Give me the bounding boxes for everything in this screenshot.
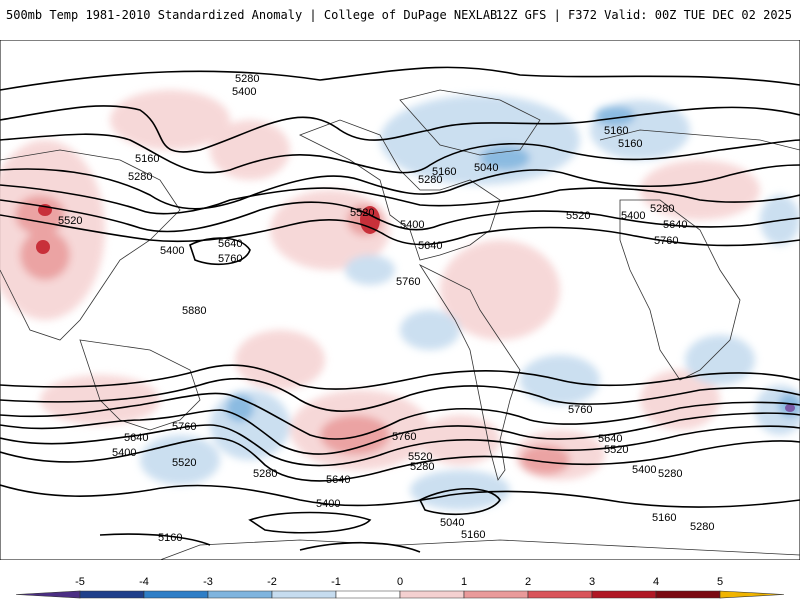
contour-label: 5640 [124, 432, 148, 444]
colorbar-segment [591, 590, 657, 599]
colorbar-tick-label: -5 [75, 576, 85, 588]
colorbar-tick-label: -1 [331, 576, 341, 588]
contour-label: 5280 [690, 521, 714, 533]
colorbar-segment [527, 590, 593, 599]
contour-label: 5400 [621, 210, 645, 222]
anomaly-colorbar: -5 -4 -3 -2 -1 0 1 2 3 4 5 [15, 576, 785, 599]
contour-label: 5400 [400, 219, 424, 231]
contour-label: 5520 [350, 207, 374, 219]
contour-label: 5160 [618, 138, 642, 150]
contour-label: 5280 [235, 73, 259, 85]
colorbar-tick-label: 1 [461, 576, 467, 588]
colorbar-tick-label: -2 [267, 576, 277, 588]
contour-label: 5160 [158, 532, 182, 544]
colorbar-segment [719, 590, 785, 599]
colorbar-tick-label: 3 [589, 576, 595, 588]
model-valid-time: 12Z GFS | F372 Valid: 00Z TUE DEC 02 202… [495, 8, 792, 22]
header-bar: 500mb Temp 1981-2010 Standardized Anomal… [0, 0, 800, 40]
contour-label: 5400 [316, 498, 340, 510]
map-title: 500mb Temp 1981-2010 Standardized Anomal… [6, 8, 498, 22]
contour-label: 5280 [410, 461, 434, 473]
contour-label: 5640 [598, 433, 622, 445]
contour-label: 5280 [128, 171, 152, 183]
contour-label: 5640 [663, 219, 687, 231]
colorbar-segment [655, 590, 721, 599]
contour-labels: 5280 5400 5160 5280 5520 5400 5640 5760 … [58, 73, 714, 544]
colorbar-segment [79, 590, 145, 599]
colorbar-tick-label: 5 [717, 576, 723, 588]
colorbar-segment [143, 590, 209, 599]
contour-label: 5160 [461, 529, 485, 541]
contour-label: 5280 [658, 468, 682, 480]
contour-label: 5640 [326, 474, 350, 486]
contour-label: 5760 [568, 404, 592, 416]
coastlines [0, 89, 800, 560]
colorbar-segment [271, 590, 337, 599]
colorbar-tick-label: 4 [653, 576, 659, 588]
contour-label: 5400 [112, 447, 136, 459]
contour-label: 5760 [396, 276, 420, 288]
colorbar-segment [335, 590, 401, 599]
anomaly-map: 5280 5400 5160 5280 5520 5400 5640 5760 … [0, 40, 800, 560]
contour-label: 5280 [650, 203, 674, 215]
contour-label: 5040 [474, 162, 498, 174]
colorbar-tick-label: -4 [139, 576, 149, 588]
colorbar-tick-label: -3 [203, 576, 213, 588]
colorbar-tick-label: 2 [525, 576, 531, 588]
contour-label: 5280 [253, 468, 277, 480]
colorbar-segment [207, 590, 273, 599]
contour-label: 5640 [418, 240, 442, 252]
contour-label: 5760 [172, 421, 196, 433]
contour-label: 5400 [232, 86, 256, 98]
contour-label: 5760 [218, 253, 242, 265]
colorbar-segment [399, 590, 465, 599]
contour-label: 5520 [58, 215, 82, 227]
contour-label: 5280 [418, 174, 442, 186]
contour-label: 5400 [160, 245, 184, 257]
colorbar-segment [463, 590, 529, 599]
colorbar-segment [15, 590, 81, 599]
height-contours [0, 66, 800, 553]
contour-label: 5160 [432, 166, 456, 178]
contour-label: 5160 [652, 512, 676, 524]
contour-label: 5160 [135, 153, 159, 165]
contour-label: 5520 [604, 444, 628, 456]
colorbar-tick-label: 0 [397, 576, 403, 588]
contour-label: 5520 [566, 210, 590, 222]
contour-label: 5400 [632, 464, 656, 476]
contour-label: 5880 [182, 305, 206, 317]
contour-label: 5760 [654, 235, 678, 247]
contour-label: 5640 [218, 238, 242, 250]
contour-label: 5520 [408, 451, 432, 463]
contour-label: 5760 [392, 431, 416, 443]
contour-label: 5160 [604, 125, 628, 137]
contour-label: 5520 [172, 457, 196, 469]
contour-label: 5040 [440, 517, 464, 529]
